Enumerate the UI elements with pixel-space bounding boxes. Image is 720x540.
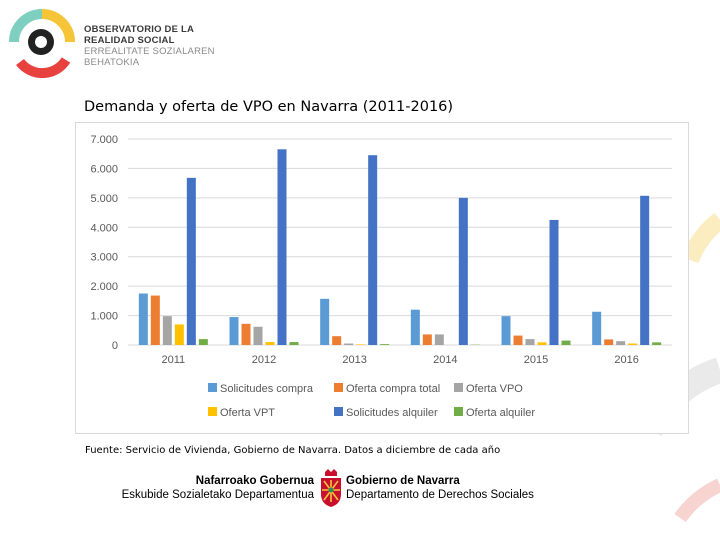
- logo-teal-arc: [9, 9, 43, 43]
- logo-red-arc: [16, 57, 71, 78]
- x-tick-label: 2012: [252, 354, 276, 366]
- bar: [320, 298, 330, 345]
- legend-label: Solicitudes compra: [220, 383, 314, 395]
- bar: [604, 339, 614, 345]
- observatorio-logo: [9, 9, 75, 78]
- y-tick-label: 3.000: [90, 252, 118, 264]
- legend-label: Oferta alquiler: [466, 407, 535, 419]
- x-tick-label: 2016: [614, 354, 638, 366]
- org-line-2: REALIDAD SOCIAL: [84, 35, 175, 46]
- bar: [652, 342, 662, 345]
- bar: [277, 149, 287, 345]
- legend-swatch: [334, 407, 343, 416]
- bar: [198, 339, 208, 345]
- bar: [229, 317, 239, 345]
- bar: [241, 323, 251, 345]
- bar: [561, 340, 571, 345]
- y-tick-label: 7.000: [90, 134, 118, 146]
- bar: [549, 219, 559, 345]
- bar: [525, 339, 535, 345]
- y-tick-label: 0: [112, 340, 118, 352]
- org-line-4: BEHATOKIA: [84, 57, 140, 68]
- x-tick-label: 2011: [162, 354, 186, 366]
- bar: [628, 343, 638, 345]
- y-tick-label: 5.000: [90, 193, 118, 205]
- org-line-1: OBSERVATORIO DE LA: [84, 24, 195, 35]
- footer-eu-line-2: Eskubide Sozialetako Departamentua: [121, 489, 314, 501]
- navarra-shield-icon: [321, 469, 341, 507]
- legend-swatch: [208, 383, 217, 392]
- bar: [380, 344, 390, 345]
- bar: [253, 326, 263, 345]
- source-note: Fuente: Servicio de Vivienda, Gobierno d…: [85, 445, 501, 456]
- bar: [458, 197, 468, 345]
- bar: [138, 293, 148, 345]
- bar: [265, 342, 275, 345]
- legend-label: Oferta VPT: [220, 407, 275, 419]
- legend-swatch: [454, 383, 463, 392]
- bar: [537, 342, 547, 345]
- bar: [186, 177, 196, 345]
- bar: [162, 316, 172, 345]
- bar: [616, 341, 626, 345]
- bar: [368, 155, 378, 345]
- bar: [150, 295, 160, 345]
- legend-label: Oferta VPO: [466, 383, 523, 395]
- bar: [344, 343, 354, 345]
- logo-yellow-arc: [41, 9, 75, 43]
- logo-eye-inner: [35, 36, 47, 48]
- legend-swatch: [334, 383, 343, 392]
- legend-swatch: [454, 407, 463, 416]
- y-tick-label: 2.000: [90, 281, 118, 293]
- legend-label: Solicitudes alquiler: [346, 407, 438, 419]
- bar: [332, 336, 342, 345]
- x-tick-label: 2015: [524, 354, 548, 366]
- x-tick-label: 2013: [342, 354, 366, 366]
- footer-es-line-1: Gobierno de Navarra: [346, 475, 460, 487]
- legend-swatch: [208, 407, 217, 416]
- bar: [422, 334, 432, 345]
- chart-title: Demanda y oferta de VPO en Navarra (2011…: [84, 99, 454, 115]
- chart-frame: 0 1.000 2.000 3.000 4.000 5.000 6.000 7.000 2011…: [75, 122, 689, 434]
- government-footer: Nafarroako Gobernua Eskubide Sozialetako…: [118, 468, 558, 508]
- footer-es-line-2: Departamento de Derechos Sociales: [346, 489, 534, 501]
- bar-chart: 0 1.000 2.000 3.000 4.000 5.000 6.000 7.000 2011…: [90, 134, 672, 419]
- bar: [501, 316, 511, 345]
- bar: [289, 342, 299, 345]
- bar: [174, 324, 184, 345]
- bar: [356, 344, 366, 345]
- org-line-3: ERREALITATE SOZIALAREN: [84, 46, 215, 57]
- bar: [640, 195, 650, 345]
- y-tick-label: 4.000: [90, 222, 118, 234]
- y-tick-label: 1.000: [90, 311, 118, 323]
- legend-label: Oferta compra total: [346, 383, 440, 395]
- bar: [434, 334, 444, 345]
- y-tick-label: 6.000: [90, 163, 118, 175]
- bar: [410, 309, 420, 345]
- footer-spanish: Gobierno de Navarra Departamento de Dere…: [346, 474, 534, 502]
- bar: [513, 335, 523, 345]
- footer-basque: Nafarroako Gobernua Eskubide Sozialetako…: [118, 474, 314, 502]
- organization-name: OBSERVATORIO DE LA REALIDAD SOCIAL ERREA…: [84, 24, 215, 68]
- x-tick-label: 2014: [433, 354, 457, 366]
- footer-eu-line-1: Nafarroako Gobernua: [195, 475, 314, 487]
- bar: [592, 311, 602, 345]
